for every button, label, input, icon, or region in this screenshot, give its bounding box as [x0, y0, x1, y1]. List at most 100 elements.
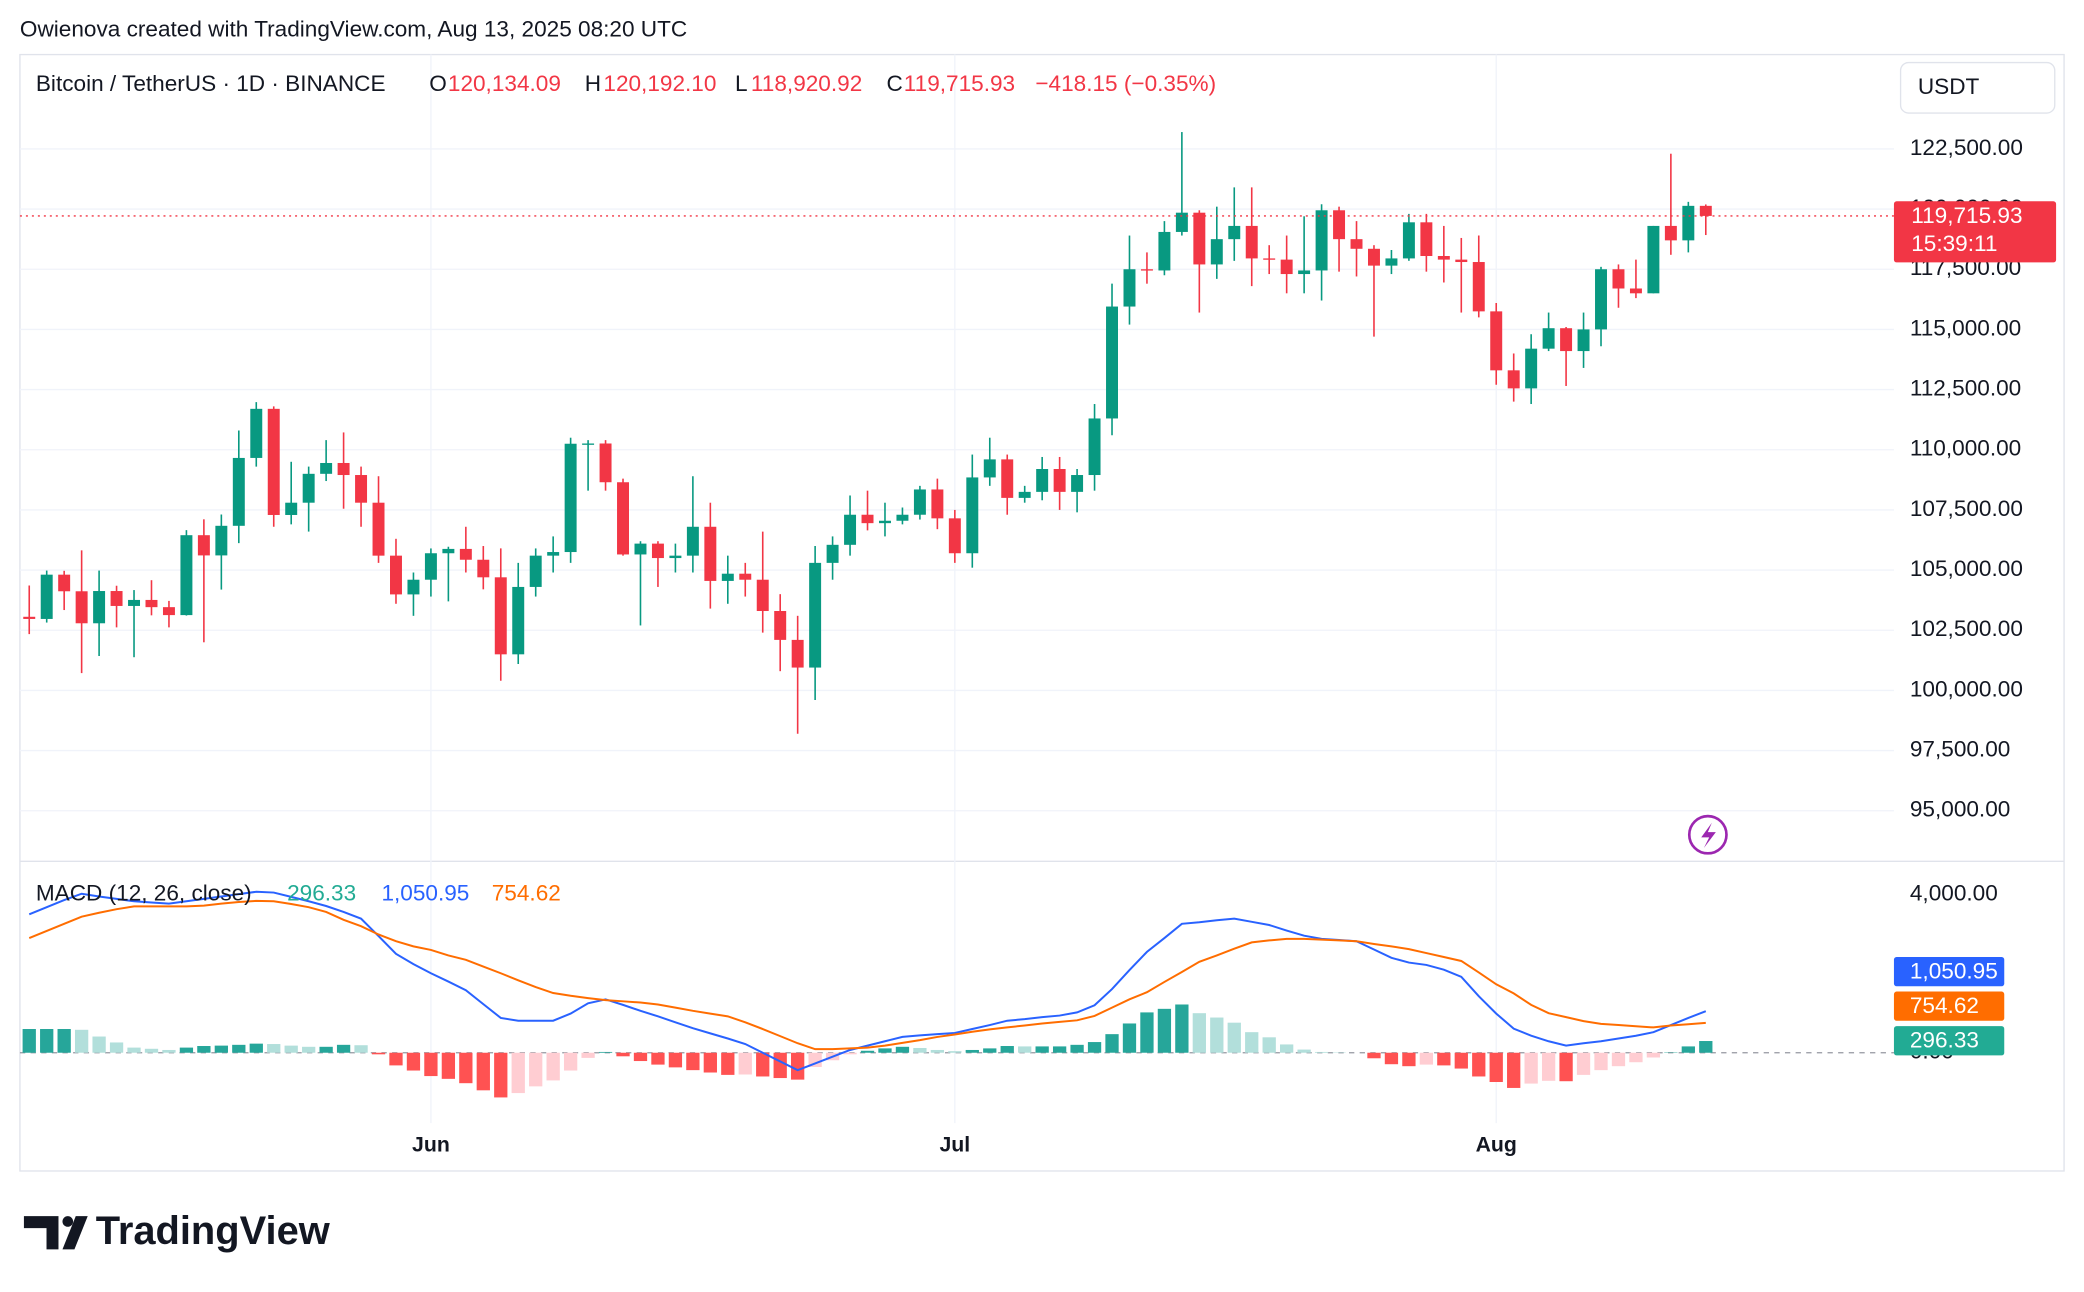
histogram-bar: [1629, 1052, 1643, 1063]
histogram-bar: [965, 1049, 979, 1053]
candle-body: [1315, 210, 1328, 271]
candle-body: [320, 462, 333, 474]
candle-body: [1210, 239, 1223, 265]
histogram-bar: [633, 1052, 648, 1062]
histogram-bar: [1576, 1052, 1591, 1075]
histogram-bar: [1297, 1049, 1311, 1053]
histogram-bar: [1489, 1052, 1503, 1083]
candle-body: [564, 443, 577, 553]
logo-mark: [62, 1216, 74, 1227]
candle-body: [1175, 212, 1188, 232]
candle-body: [599, 443, 612, 483]
histogram-bar: [1280, 1044, 1294, 1053]
candle-body: [651, 543, 664, 559]
candle-body: [582, 443, 595, 445]
candle-body: [1036, 469, 1049, 492]
ohlc-value: 118,920.92: [751, 71, 862, 96]
histogram-bar: [1070, 1044, 1084, 1053]
candle-body: [1350, 239, 1363, 249]
histogram-bar: [1140, 1012, 1154, 1053]
candle-body: [844, 514, 857, 545]
candle-body: [1001, 459, 1014, 498]
candle-body: [1647, 225, 1660, 294]
change: −418.15 (−0.35%): [1035, 71, 1216, 96]
histogram-bar: [232, 1044, 246, 1053]
histogram-bar: [1454, 1052, 1468, 1069]
y-tick-label: 112,500.00: [1910, 376, 2021, 401]
value-tag-label: 754.62: [1910, 993, 1979, 1018]
histogram-bar: [336, 1044, 351, 1053]
histogram-bar: [1018, 1046, 1032, 1053]
alert-icon[interactable]: [1687, 814, 1728, 855]
histogram-bar: [441, 1052, 456, 1079]
candle-body: [1420, 222, 1433, 257]
histogram-bar: [686, 1052, 700, 1071]
candle-body: [250, 408, 263, 458]
y-tick-label: 95,000.00: [1910, 797, 2010, 822]
histogram-bar: [1105, 1034, 1119, 1053]
candle-body: [547, 552, 560, 556]
marks: [19, 132, 1894, 1098]
histogram-bar: [74, 1029, 89, 1053]
histogram-bar: [1157, 1008, 1172, 1053]
candle-body: [1437, 256, 1450, 260]
macd-title: MACD (12, 26, close): [36, 881, 252, 906]
macd-legend-value: 754.62: [492, 881, 561, 906]
candle-body: [337, 462, 350, 476]
candle-body: [739, 573, 752, 580]
macd-line: [28, 890, 1707, 1072]
candle-body: [983, 459, 996, 478]
candle-body: [617, 482, 630, 555]
histogram-bar: [1541, 1052, 1556, 1081]
candle-body: [1455, 259, 1468, 263]
histogram-bar: [302, 1046, 316, 1053]
histogram-bar: [511, 1052, 525, 1094]
histogram-bar: [162, 1049, 176, 1053]
histogram-bar: [1559, 1052, 1573, 1082]
histogram-bar: [1245, 1032, 1259, 1053]
y-tick-label: 100,000.00: [1910, 676, 2023, 701]
candle-body: [1525, 348, 1538, 389]
candle-body: [180, 535, 193, 616]
candle-body: [372, 502, 385, 556]
candle-body: [442, 548, 455, 554]
histogram-bar: [57, 1029, 71, 1053]
histogram-bar: [1384, 1052, 1399, 1065]
ohlc-prefix: L: [735, 71, 748, 96]
histogram-bar: [948, 1051, 962, 1053]
histogram-bar: [791, 1052, 805, 1080]
histogram-bar: [284, 1045, 298, 1053]
chart-frame: [19, 53, 2065, 1172]
symbol-title: Bitcoin / TetherUS · 1D · BINANCE: [36, 71, 386, 96]
histogram-bar: [721, 1052, 735, 1075]
candle-body: [809, 562, 822, 668]
candle-body: [1088, 418, 1101, 476]
header: Owienova created with TradingView.com, A…: [20, 17, 687, 42]
histogram-bar: [913, 1047, 927, 1053]
candle-body: [1385, 258, 1398, 266]
histogram-bar: [267, 1044, 281, 1053]
candle-body: [58, 574, 71, 592]
histogram-bar: [1262, 1037, 1276, 1053]
histogram-bar: [1611, 1052, 1626, 1067]
value-tag-label: 296.33: [1910, 1027, 1979, 1052]
value-tag: [1893, 1026, 2005, 1056]
candle-body: [1158, 231, 1171, 271]
ohlc-value: 119,715.93: [904, 71, 1015, 96]
candle-body: [1193, 212, 1206, 265]
candle-body: [1560, 328, 1573, 352]
x-tick-label: Jul: [939, 1132, 970, 1156]
candle-body: [424, 553, 437, 580]
histogram-bar: [144, 1048, 159, 1053]
last-price-tag: [1893, 201, 2057, 263]
value-tag: [1893, 991, 2005, 1021]
candle-body: [390, 555, 402, 595]
currency-button[interactable]: [1899, 61, 2056, 114]
histogram-bar: [197, 1046, 211, 1053]
currency[interactable]: USDT: [1918, 74, 1980, 99]
histogram-bar: [1227, 1022, 1241, 1053]
histogram-bar: [1437, 1052, 1451, 1066]
histogram-bar: [860, 1050, 875, 1053]
candle-body: [93, 591, 106, 624]
